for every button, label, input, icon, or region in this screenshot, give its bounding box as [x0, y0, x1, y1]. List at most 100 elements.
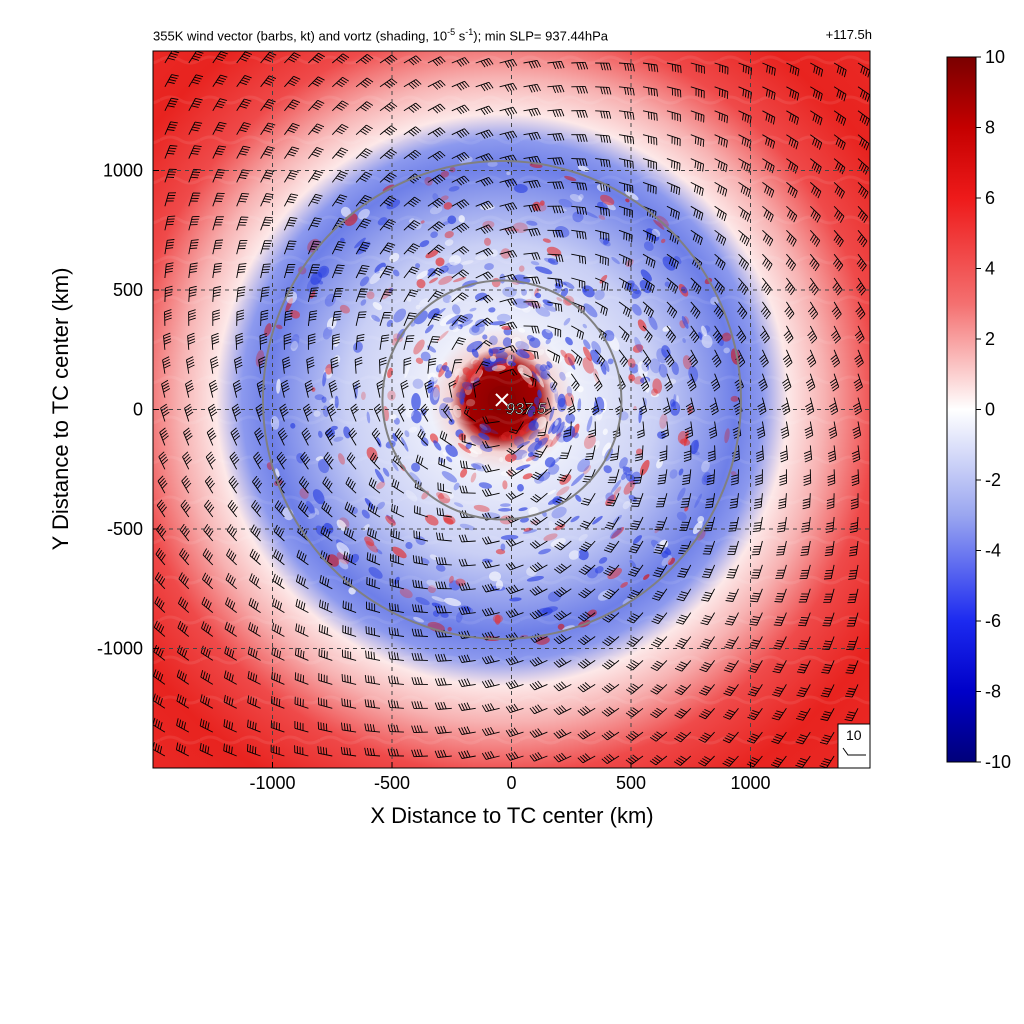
wind-barb [212, 98, 228, 112]
wind-barb [499, 130, 518, 140]
wind-barb [260, 122, 276, 135]
wind-barb [737, 301, 748, 320]
vorticity-patch [671, 361, 679, 376]
vorticity-patch [442, 221, 450, 226]
vorticity-patch [528, 337, 541, 349]
wind-barb [505, 679, 524, 690]
wind-barb [308, 170, 324, 183]
vorticity-patch [358, 208, 370, 220]
wind-barb [738, 62, 753, 76]
wind-barb [481, 655, 500, 665]
wind-barb [249, 548, 261, 566]
wind-barb [482, 536, 500, 545]
vorticity-patch [391, 546, 407, 559]
wind-barb [379, 242, 396, 255]
vorticity-patch [681, 315, 689, 329]
vorticity-patch [459, 388, 465, 405]
wind-barb [726, 564, 739, 579]
wind-barb [618, 229, 633, 243]
vorticity-patch [533, 396, 540, 405]
vorticity-patch [425, 249, 439, 259]
wind-barb [640, 373, 650, 392]
vorticity-patch [448, 254, 461, 266]
wind-barb [271, 622, 285, 637]
vorticity-patch [531, 371, 540, 383]
vorticity-patch [448, 418, 455, 425]
wind-barb [427, 103, 446, 114]
wind-barb [786, 110, 799, 125]
wind-barb [451, 57, 470, 67]
wind-barb [366, 601, 381, 614]
vorticity-patch [517, 484, 524, 492]
wind-barb [435, 605, 452, 614]
wind-barb [373, 403, 383, 422]
wind-barb [224, 646, 237, 661]
wind-barb [225, 597, 237, 613]
wind-barb [809, 229, 821, 247]
wind-barb [254, 427, 264, 446]
vorticity-patch [420, 558, 430, 564]
wind-barb [853, 373, 863, 392]
wind-barb [844, 708, 859, 722]
wind-barb [206, 427, 217, 446]
vorticity-patch [340, 206, 351, 217]
wind-barb [348, 427, 358, 446]
wind-barb [547, 373, 558, 391]
wind-barb [234, 356, 243, 374]
vorticity-patch [629, 559, 636, 568]
wind-barb [229, 451, 240, 470]
wind-barb [475, 129, 494, 139]
wind-barb [783, 325, 794, 344]
wind-barb [458, 606, 476, 615]
wind-barb [394, 428, 405, 446]
vorticity-patch [369, 270, 383, 285]
vorticity-patch [474, 254, 489, 261]
vorticity-patch [393, 308, 407, 323]
vorticity-patch [582, 357, 594, 374]
wind-barb [762, 205, 774, 223]
vorticity-patch [475, 318, 488, 328]
vorticity-patch [577, 398, 582, 412]
wind-barb [417, 428, 429, 446]
wind-barb [236, 169, 250, 183]
vorticity-patch [371, 314, 381, 322]
reference-barb-label: 10 [846, 727, 862, 743]
wind-barb [547, 181, 565, 190]
wind-barb [554, 540, 572, 551]
wind-barb [427, 357, 437, 374]
wind-barb [499, 202, 518, 212]
wind-barb [544, 397, 552, 416]
wind-barb [595, 277, 609, 291]
vorticity-patch [541, 329, 553, 340]
vorticity-patch [339, 304, 350, 314]
wind-barb [699, 660, 715, 673]
wind-barb [554, 516, 572, 528]
vorticity-patch [387, 367, 393, 378]
x-tick-label: 500 [616, 773, 646, 793]
wind-barb [475, 340, 493, 351]
wind-barb [666, 301, 678, 319]
wind-barb [698, 731, 715, 743]
wind-barb [730, 469, 739, 486]
vorticity-patch [621, 472, 628, 481]
vorticity-patch [337, 559, 349, 570]
vorticity-patch [676, 511, 687, 521]
wind-barb [367, 502, 381, 518]
wind-barb [318, 624, 333, 637]
wind-barb [683, 445, 692, 462]
vorticity-patch [368, 566, 383, 579]
wind-barb [547, 60, 565, 70]
wind-barb [601, 706, 620, 717]
wind-barb [211, 332, 220, 350]
vorticity-patch [462, 367, 471, 376]
vorticity-patch [564, 175, 577, 182]
vorticity-patch [400, 436, 409, 452]
wind-barb [567, 397, 576, 416]
wind-barb [451, 80, 470, 91]
wind-barb [331, 76, 349, 88]
wind-barb [403, 220, 421, 231]
vorticity-patch [336, 519, 347, 532]
wind-barb [331, 100, 349, 112]
wind-barb [427, 313, 443, 327]
vorticity-patch [670, 401, 681, 416]
